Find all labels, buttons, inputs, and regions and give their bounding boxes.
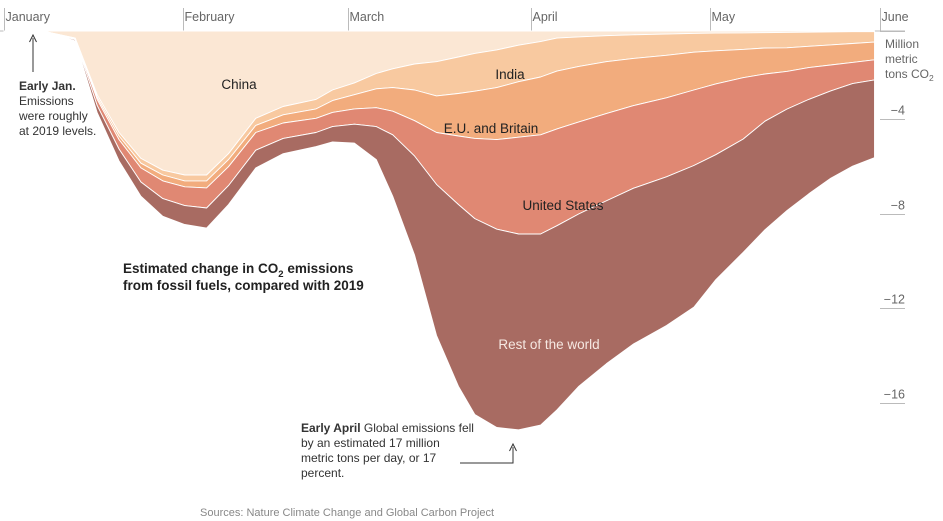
- chart-title-text: Estimated change in CO: [123, 261, 278, 276]
- y-unit-text: tons CO: [885, 67, 929, 81]
- x-tick-label-january: January: [6, 10, 51, 24]
- chart-title-text-end: emissions: [284, 261, 354, 276]
- x-tick-label-february: February: [185, 10, 236, 24]
- y-unit-subscript: 2: [929, 73, 934, 83]
- y-tick-label-16: −16: [884, 388, 905, 402]
- axis-layer: January February March April May June −4 −8 −12 −…: [0, 8, 909, 404]
- region-label-india: India: [495, 67, 525, 82]
- region-label-china: China: [221, 77, 257, 92]
- y-tick-label-4: −4: [891, 104, 905, 118]
- region-label-united-states: United States: [522, 198, 603, 213]
- area-layer: [3, 30, 875, 431]
- chart-title-subscript: 2: [278, 269, 283, 280]
- region-label-eu-britain: E.U. and Britain: [444, 121, 539, 136]
- source-note: Sources: Nature Climate Change and Globa…: [200, 507, 494, 519]
- x-tick-label-may: May: [712, 10, 736, 24]
- annotation-early-april-line0: Early April Global emissions fell: [301, 421, 474, 435]
- area-rest-of-the-world: [3, 30, 875, 431]
- chart-title-line1: Estimated change in CO2 emissions: [123, 261, 353, 280]
- y-unit-line1: Million: [885, 37, 919, 51]
- region-label-rest-of-world: Rest of the world: [498, 337, 599, 352]
- x-tick-label-june: June: [882, 10, 909, 24]
- annotation-early-jan-line1: Emissions: [19, 94, 74, 108]
- annotation-early-april-line3: percent.: [301, 466, 344, 480]
- annotation-early-jan-line3: at 2019 levels.: [19, 124, 96, 138]
- annotation-early-april-arrow: [509, 442, 517, 452]
- annotation-early-april-line2: metric tons per day, or 17: [301, 451, 436, 465]
- annotation-early-jan-line2: were roughly: [18, 109, 88, 123]
- x-tick-label-march: March: [350, 10, 385, 24]
- annotation-early-april-line: [460, 447, 514, 464]
- annotation-early-jan: Early Jan. Emissions were roughly at 201…: [18, 33, 96, 138]
- annotation-early-april: Early April Global emissions fell by an …: [301, 421, 517, 480]
- annotation-early-april-title: Early April: [301, 421, 361, 435]
- y-axis-unit: Million metric tons CO2: [885, 37, 934, 83]
- region-label-layer: China India E.U. and Britain United Stat…: [221, 67, 603, 352]
- annotation-early-jan-arrow: [29, 33, 37, 43]
- x-tick-label-april: April: [533, 10, 558, 24]
- annotation-early-jan-title: Early Jan.: [19, 79, 76, 93]
- y-unit-line3: tons CO2: [885, 67, 934, 83]
- y-tick-label-12: −12: [884, 293, 905, 307]
- y-unit-line2: metric: [885, 52, 918, 66]
- chart-title-line2: from fossil fuels, compared with 2019: [123, 278, 364, 293]
- annotation-early-april-line1: by an estimated 17 million: [301, 436, 440, 450]
- y-tick-label-8: −8: [891, 199, 905, 213]
- annotation-early-april-rest: Global emissions fell: [361, 421, 474, 435]
